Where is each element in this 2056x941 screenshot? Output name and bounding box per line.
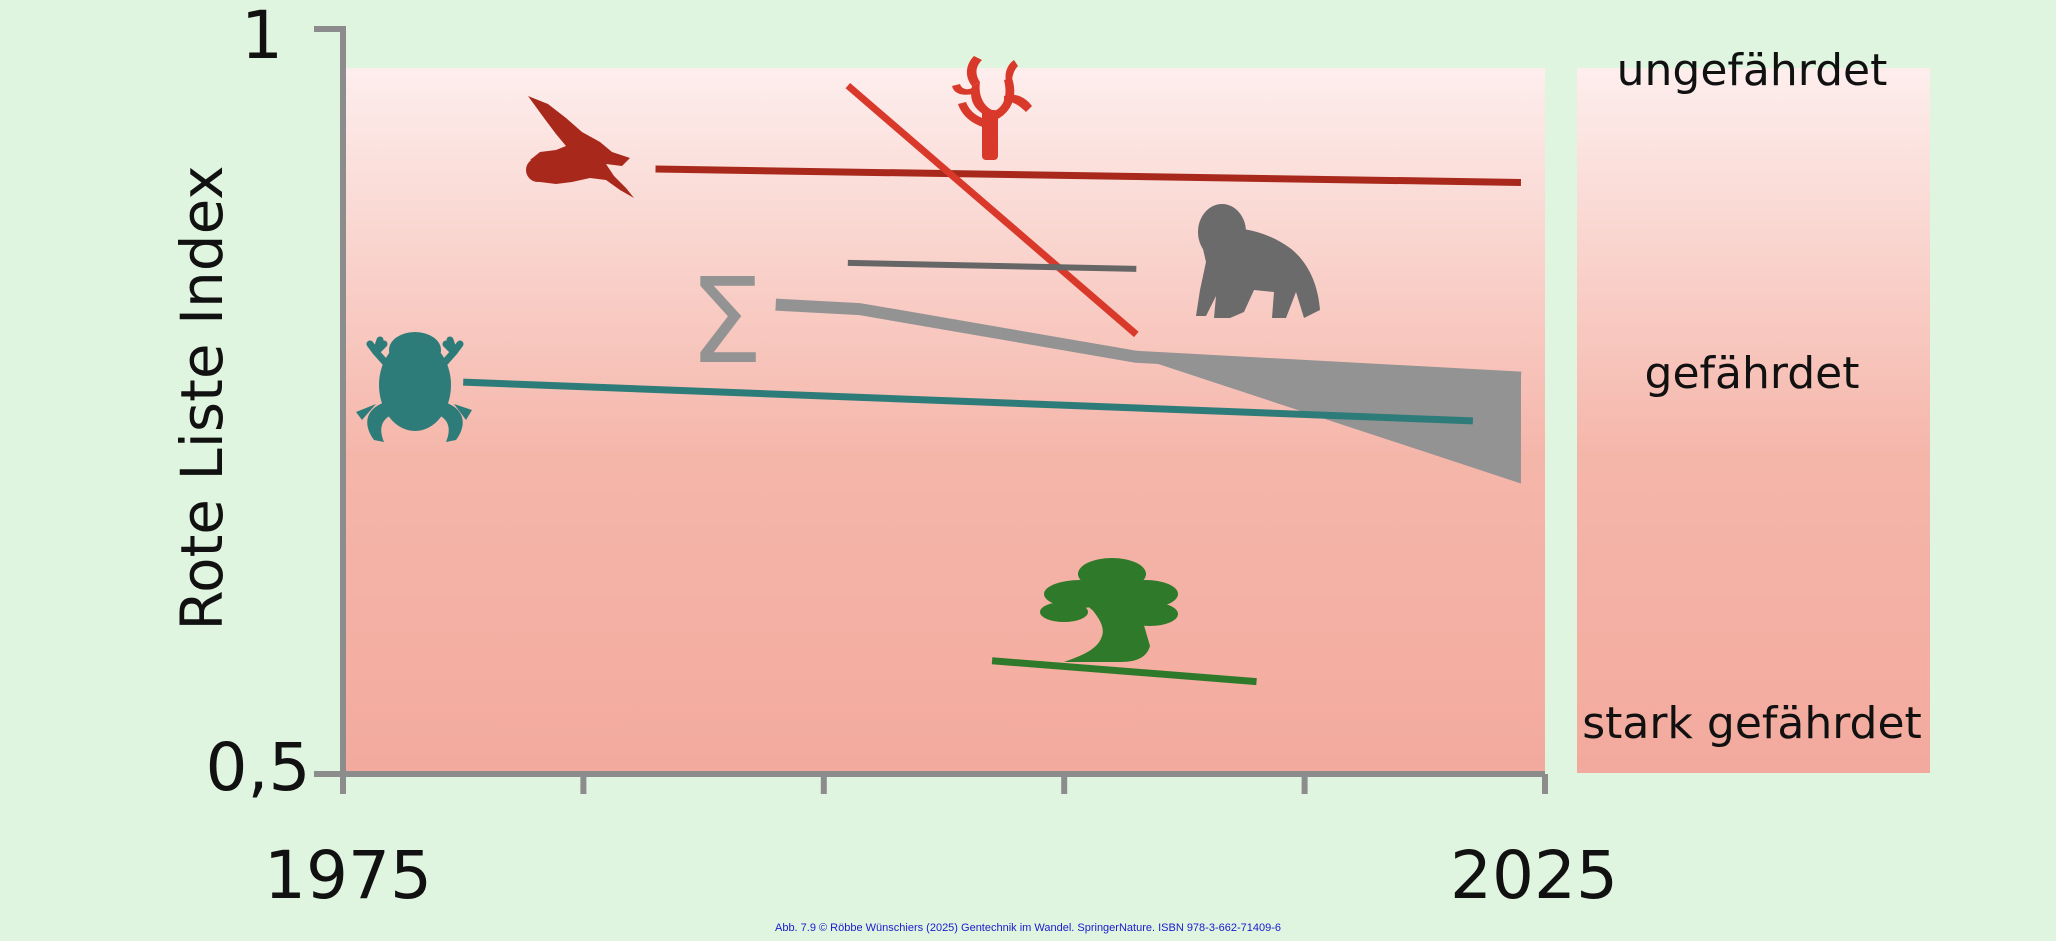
aggregate-layer bbox=[775, 298, 1522, 484]
aggregate-line bbox=[775, 298, 1522, 384]
series-line-cycad bbox=[991, 657, 1257, 686]
bird-icon bbox=[526, 96, 634, 198]
x-ticks bbox=[340, 774, 1548, 794]
threat-label-strongly-threatened: stark gefährdet bbox=[1582, 698, 1922, 749]
series-layer bbox=[463, 82, 1522, 686]
aggregate-uncertainty-band bbox=[1136, 356, 1521, 484]
series-line-bird bbox=[655, 165, 1522, 186]
sigma-icon: Σ bbox=[689, 252, 764, 390]
y-axis-label: Rote Liste Index bbox=[168, 165, 236, 630]
cycad-icon bbox=[1040, 558, 1178, 662]
y-tick-label-bottom: 0,5 bbox=[206, 729, 311, 806]
threat-scale-panel bbox=[1577, 68, 1930, 773]
gorilla-icon bbox=[1196, 204, 1320, 318]
coral-icon bbox=[952, 56, 1032, 160]
series-line-gorilla bbox=[847, 259, 1137, 272]
threat-label-threatened: gefährdet bbox=[1645, 348, 1860, 399]
x-tick-label-right: 2025 bbox=[1450, 837, 1618, 914]
series-line-frog bbox=[463, 378, 1474, 425]
y-tick-label-top: 1 bbox=[241, 0, 283, 74]
frog-icon bbox=[356, 332, 472, 442]
x-tick-label-left: 1975 bbox=[264, 837, 432, 914]
series-line-coral bbox=[845, 82, 1139, 338]
image-credit: Abb. 7.9 © Röbbe Wünschiers (2025) Gente… bbox=[774, 922, 1282, 934]
threat-label-unthreatened: ungefährdet bbox=[1617, 45, 1888, 96]
axes bbox=[314, 26, 1545, 777]
